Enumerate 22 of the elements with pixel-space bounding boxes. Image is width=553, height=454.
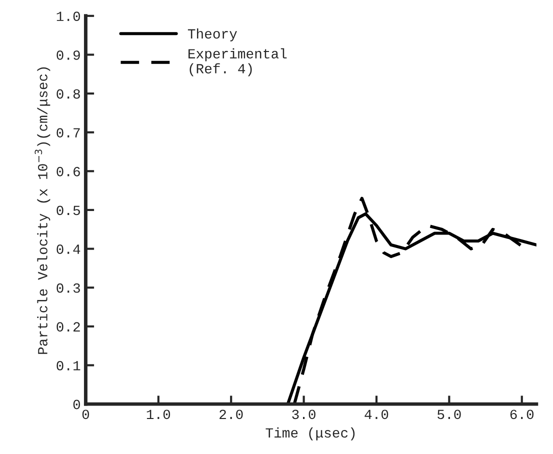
y-tick-label: 0.7 xyxy=(56,128,80,138)
y-tick-label: 0.4 xyxy=(56,244,80,254)
x-tick-label: 5.0 xyxy=(438,410,461,420)
y-tick-label: 0 xyxy=(73,400,80,410)
y-tick-label: 0.2 xyxy=(56,322,80,332)
x-tick-label: 3.0 xyxy=(292,410,316,420)
x-tick-label: 0 xyxy=(82,410,90,420)
y-axis-title: Particle Velocity (x 10$^{−3}$)(cm/μsec) xyxy=(34,67,50,354)
x-tick-label: 2.0 xyxy=(220,410,243,420)
y-tick-label: 0.5 xyxy=(56,206,80,216)
x-tick-label: 6.0 xyxy=(510,410,534,420)
x-tick-label: 1.0 xyxy=(146,410,170,420)
x-axis-title: Time (μsec) xyxy=(266,427,355,440)
y-tick-label: 0.9 xyxy=(56,50,80,60)
x-tick-label: 4.0 xyxy=(364,410,388,420)
legend-label: Theory xyxy=(188,28,237,42)
y-tick-label: 1.0 xyxy=(56,12,80,22)
y-tick-label: 0.6 xyxy=(56,166,80,176)
y-tick-label: 0.8 xyxy=(56,89,80,99)
y-tick-label: 0.3 xyxy=(56,283,80,293)
y-tick-label: 0.1 xyxy=(56,360,80,370)
legend-label: Experimental (Ref. 4) xyxy=(188,48,287,76)
